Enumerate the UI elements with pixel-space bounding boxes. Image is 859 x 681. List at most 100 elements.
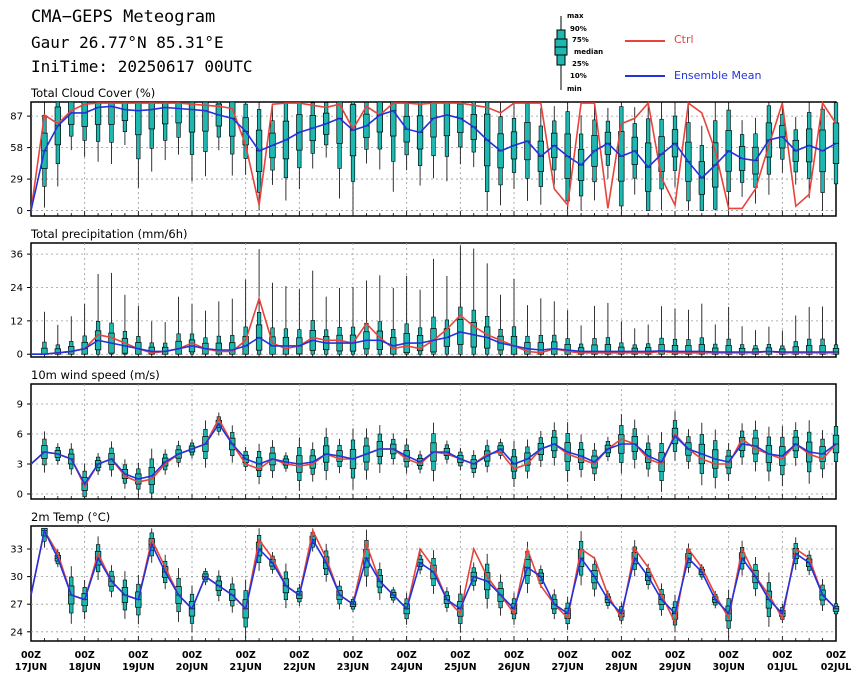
box-inner xyxy=(698,344,705,355)
legend-min-label: min xyxy=(567,85,582,93)
box-inner xyxy=(537,342,544,355)
legend-mean-swatch xyxy=(625,75,665,77)
location-label: Gaur 26.77°N 85.31°E xyxy=(31,33,224,52)
box-inner xyxy=(148,101,155,130)
chart-title: CMA−GEPS Meteogram xyxy=(31,7,216,27)
y-tick-label: 9 xyxy=(17,400,23,411)
legend-p10-label: 10% xyxy=(570,72,587,80)
y-tick-label: 24 xyxy=(10,627,23,638)
x-tick-label-time: 00Z xyxy=(343,650,363,661)
y-tick-label: 3 xyxy=(17,460,23,471)
box-inner xyxy=(54,348,61,355)
x-tick-label-date: 30JUN xyxy=(712,662,744,673)
y-tick-label: 36 xyxy=(10,250,23,261)
x-tick-label-time: 00Z xyxy=(719,650,739,661)
x-tick-label-time: 00Z xyxy=(558,650,578,661)
init-time-label: IniTime: 20250617 00UTC xyxy=(31,57,253,76)
legend-p75-label: 75% xyxy=(572,36,589,44)
box-inner xyxy=(443,101,451,137)
box-inner xyxy=(671,344,679,355)
y-tick-label: 27 xyxy=(10,600,23,611)
x-tick-label-date: 28JUN xyxy=(605,662,637,673)
y-tick-label: 24 xyxy=(10,283,23,294)
x-tick-label-date: 19JUN xyxy=(122,662,154,673)
box-inner xyxy=(685,345,692,355)
ensemble-mean-line xyxy=(30,422,837,486)
ensemble-mean-line xyxy=(30,105,837,211)
legend-p90-label: 90% xyxy=(570,25,587,33)
x-tick-label-date: 29JUN xyxy=(659,662,691,673)
ensemble-mean-line xyxy=(30,528,837,616)
box-inner xyxy=(175,101,182,124)
box-inner xyxy=(121,101,129,122)
ctrl-line xyxy=(30,100,837,211)
x-tick-label-time: 00Z xyxy=(182,650,202,661)
x-tick-label-date: 20JUN xyxy=(176,662,208,673)
legend-ctrl-label: Ctrl xyxy=(674,33,694,46)
x-tick-label-time: 00Z xyxy=(397,650,417,661)
ensemble-mean-line xyxy=(31,331,836,356)
box-inner xyxy=(819,345,826,355)
y-tick-label: 87 xyxy=(10,112,23,123)
legend-max-label: max xyxy=(567,12,584,20)
box-inner xyxy=(202,101,209,132)
x-tick-label-date: 02JUL xyxy=(821,662,852,673)
y-tick-label: 30 xyxy=(10,572,23,583)
y-tick-label: 12 xyxy=(10,316,23,327)
box-inner xyxy=(806,345,813,355)
box-inner xyxy=(604,344,612,355)
x-tick-label-date: 26JUN xyxy=(498,662,530,673)
box-inner xyxy=(188,101,196,133)
panel-title: 2m Temp (°C) xyxy=(31,510,110,524)
panel-title: 10m wind speed (m/s) xyxy=(31,368,160,382)
x-tick-label-date: 24JUN xyxy=(390,662,422,673)
x-tick-label-date: 25JUN xyxy=(444,662,476,673)
x-tick-label-date: 17JUN xyxy=(15,662,47,673)
box-inner xyxy=(658,344,665,355)
x-tick-label-date: 23JUN xyxy=(337,662,369,673)
box-inner xyxy=(162,101,169,125)
x-tick-label-time: 00Z xyxy=(826,650,846,661)
x-tick-label-date: 27JUN xyxy=(551,662,583,673)
ctrl-line xyxy=(30,528,837,626)
box-inner xyxy=(215,342,222,355)
x-tick-label-date: 22JUN xyxy=(283,662,315,673)
x-tick-label-time: 00Z xyxy=(128,650,148,661)
box-inner xyxy=(725,345,732,355)
y-tick-label: 0 xyxy=(17,490,23,501)
box-inner xyxy=(135,101,142,136)
x-tick-label-time: 00Z xyxy=(21,650,41,661)
x-tick-label-time: 00Z xyxy=(665,650,685,661)
legend-median-label: median xyxy=(574,48,604,56)
box-inner xyxy=(430,101,437,138)
y-tick-label: 58 xyxy=(10,143,23,154)
legend-ctrl-swatch xyxy=(625,40,665,42)
y-tick-label: 29 xyxy=(10,175,23,186)
box-inner xyxy=(81,101,88,127)
x-tick-label-time: 00Z xyxy=(450,650,470,661)
box-inner xyxy=(792,346,799,355)
y-tick-label: 0 xyxy=(17,350,23,361)
x-tick-label-time: 00Z xyxy=(504,650,524,661)
legend-mean-label: Ensemble Mean xyxy=(674,69,762,82)
x-tick-label-date: 21JUN xyxy=(229,662,261,673)
x-tick-label-date: 18JUN xyxy=(68,662,100,673)
box-inner xyxy=(94,101,102,125)
box-inner xyxy=(336,101,343,144)
x-tick-label-time: 00Z xyxy=(236,650,256,661)
x-tick-label-time: 00Z xyxy=(611,650,631,661)
y-tick-label: 33 xyxy=(10,545,23,556)
panel-title: Total Cloud Cover (%) xyxy=(30,86,155,100)
box-inner xyxy=(390,101,397,137)
y-tick-label: 6 xyxy=(17,430,23,441)
y-tick-label: 0 xyxy=(17,206,23,217)
x-tick-label-time: 00Z xyxy=(75,650,95,661)
box-inner xyxy=(108,101,115,125)
panel-title: Total precipitation (mm/6h) xyxy=(30,227,187,241)
x-tick-label-date: 01JUL xyxy=(767,662,798,673)
x-tick-label-time: 00Z xyxy=(289,650,309,661)
x-tick-label-time: 00Z xyxy=(772,650,792,661)
legend-p25-label: 25% xyxy=(572,60,589,68)
box-inner xyxy=(591,344,598,355)
